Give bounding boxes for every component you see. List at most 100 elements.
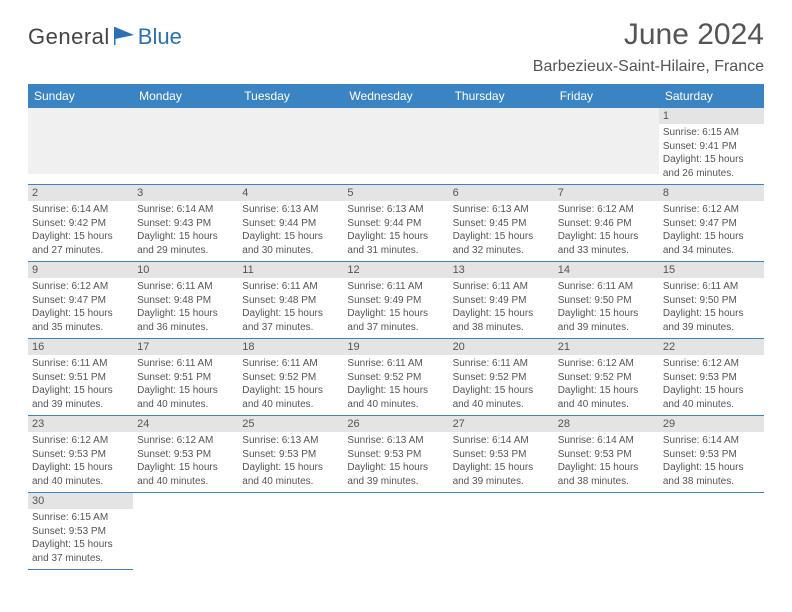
day-number: 11 [238,262,343,278]
day-number: 19 [343,339,448,355]
calendar-cell-empty [133,108,238,185]
day-number: 27 [449,416,554,432]
day-number: 25 [238,416,343,432]
calendar-cell: 24Sunrise: 6:12 AMSunset: 9:53 PMDayligh… [133,416,238,493]
day-details: Sunrise: 6:14 AMSunset: 9:53 PMDaylight:… [554,432,659,492]
logo-text-blue: Blue [138,24,182,50]
day-number: 4 [238,185,343,201]
day-number: 1 [659,108,764,124]
day-details: Sunrise: 6:14 AMSunset: 9:43 PMDaylight:… [133,201,238,261]
calendar-cell: 27Sunrise: 6:14 AMSunset: 9:53 PMDayligh… [449,416,554,493]
calendar-page: General Blue June 2024 Barbezieux-Saint-… [0,0,792,580]
weekday-header: Friday [554,84,659,108]
calendar-cell: 1Sunrise: 6:15 AMSunset: 9:41 PMDaylight… [659,108,764,185]
day-details: Sunrise: 6:14 AMSunset: 9:53 PMDaylight:… [659,432,764,492]
weekday-header: Tuesday [238,84,343,108]
day-details: Sunrise: 6:13 AMSunset: 9:44 PMDaylight:… [343,201,448,261]
day-number: 30 [28,493,133,509]
month-title: June 2024 [533,18,764,52]
calendar-cell-empty [28,108,133,185]
calendar-body: 1Sunrise: 6:15 AMSunset: 9:41 PMDaylight… [28,108,764,570]
calendar-cell: 8Sunrise: 6:12 AMSunset: 9:47 PMDaylight… [659,185,764,262]
calendar-cell-empty [449,108,554,185]
day-details: Sunrise: 6:14 AMSunset: 9:42 PMDaylight:… [28,201,133,261]
calendar-cell: 23Sunrise: 6:12 AMSunset: 9:53 PMDayligh… [28,416,133,493]
calendar-cell: 28Sunrise: 6:14 AMSunset: 9:53 PMDayligh… [554,416,659,493]
calendar-cell: 30Sunrise: 6:15 AMSunset: 9:53 PMDayligh… [28,493,133,570]
day-details: Sunrise: 6:11 AMSunset: 9:49 PMDaylight:… [343,278,448,338]
day-number: 13 [449,262,554,278]
calendar-cell: 19Sunrise: 6:11 AMSunset: 9:52 PMDayligh… [343,339,448,416]
day-number: 28 [554,416,659,432]
day-details: Sunrise: 6:12 AMSunset: 9:53 PMDaylight:… [659,355,764,415]
day-number: 8 [659,185,764,201]
calendar-cell: 20Sunrise: 6:11 AMSunset: 9:52 PMDayligh… [449,339,554,416]
day-number: 9 [28,262,133,278]
day-details: Sunrise: 6:11 AMSunset: 9:52 PMDaylight:… [238,355,343,415]
day-number: 24 [133,416,238,432]
day-details: Sunrise: 6:13 AMSunset: 9:53 PMDaylight:… [238,432,343,492]
weekday-header: Thursday [449,84,554,108]
title-block: June 2024 Barbezieux-Saint-Hilaire, Fran… [533,18,764,76]
calendar-cell: 5Sunrise: 6:13 AMSunset: 9:44 PMDaylight… [343,185,448,262]
calendar-cell: 22Sunrise: 6:12 AMSunset: 9:53 PMDayligh… [659,339,764,416]
day-details: Sunrise: 6:11 AMSunset: 9:51 PMDaylight:… [133,355,238,415]
day-number: 22 [659,339,764,355]
calendar-cell-empty [343,108,448,185]
calendar-cell-empty [238,108,343,185]
day-details: Sunrise: 6:14 AMSunset: 9:53 PMDaylight:… [449,432,554,492]
calendar-cell: 12Sunrise: 6:11 AMSunset: 9:49 PMDayligh… [343,262,448,339]
day-details: Sunrise: 6:13 AMSunset: 9:45 PMDaylight:… [449,201,554,261]
day-details: Sunrise: 6:12 AMSunset: 9:53 PMDaylight:… [28,432,133,492]
calendar-cell: 17Sunrise: 6:11 AMSunset: 9:51 PMDayligh… [133,339,238,416]
calendar-cell: 29Sunrise: 6:14 AMSunset: 9:53 PMDayligh… [659,416,764,493]
day-details: Sunrise: 6:12 AMSunset: 9:52 PMDaylight:… [554,355,659,415]
day-details: Sunrise: 6:12 AMSunset: 9:53 PMDaylight:… [133,432,238,492]
day-details: Sunrise: 6:12 AMSunset: 9:47 PMDaylight:… [28,278,133,338]
calendar-row: 9Sunrise: 6:12 AMSunset: 9:47 PMDaylight… [28,262,764,339]
day-number: 12 [343,262,448,278]
day-number: 16 [28,339,133,355]
calendar-cell: 13Sunrise: 6:11 AMSunset: 9:49 PMDayligh… [449,262,554,339]
day-details: Sunrise: 6:11 AMSunset: 9:48 PMDaylight:… [238,278,343,338]
day-number: 26 [343,416,448,432]
day-details: Sunrise: 6:11 AMSunset: 9:50 PMDaylight:… [659,278,764,338]
calendar-cell: 21Sunrise: 6:12 AMSunset: 9:52 PMDayligh… [554,339,659,416]
calendar-cell: 6Sunrise: 6:13 AMSunset: 9:45 PMDaylight… [449,185,554,262]
calendar-cell: 9Sunrise: 6:12 AMSunset: 9:47 PMDaylight… [28,262,133,339]
calendar-cell: 3Sunrise: 6:14 AMSunset: 9:43 PMDaylight… [133,185,238,262]
day-number: 21 [554,339,659,355]
calendar-cell: 4Sunrise: 6:13 AMSunset: 9:44 PMDaylight… [238,185,343,262]
weekday-header: Monday [133,84,238,108]
calendar-row: 30Sunrise: 6:15 AMSunset: 9:53 PMDayligh… [28,493,764,570]
weekday-header: Wednesday [343,84,448,108]
day-number: 7 [554,185,659,201]
day-details: Sunrise: 6:11 AMSunset: 9:51 PMDaylight:… [28,355,133,415]
weekday-header: Sunday [28,84,133,108]
day-details: Sunrise: 6:13 AMSunset: 9:53 PMDaylight:… [343,432,448,492]
calendar-cell-empty [133,493,238,570]
calendar-cell-empty [554,108,659,185]
day-details: Sunrise: 6:15 AMSunset: 9:41 PMDaylight:… [659,124,764,184]
weekday-header: Saturday [659,84,764,108]
calendar-cell: 25Sunrise: 6:13 AMSunset: 9:53 PMDayligh… [238,416,343,493]
calendar-cell-empty [343,493,448,570]
calendar-cell: 10Sunrise: 6:11 AMSunset: 9:48 PMDayligh… [133,262,238,339]
calendar-row: 16Sunrise: 6:11 AMSunset: 9:51 PMDayligh… [28,339,764,416]
day-number: 6 [449,185,554,201]
day-number: 17 [133,339,238,355]
calendar-row: 1Sunrise: 6:15 AMSunset: 9:41 PMDaylight… [28,108,764,185]
day-number: 2 [28,185,133,201]
day-details: Sunrise: 6:11 AMSunset: 9:52 PMDaylight:… [343,355,448,415]
day-details: Sunrise: 6:13 AMSunset: 9:44 PMDaylight:… [238,201,343,261]
calendar-table: Sunday Monday Tuesday Wednesday Thursday… [28,84,764,570]
day-details: Sunrise: 6:11 AMSunset: 9:49 PMDaylight:… [449,278,554,338]
day-details: Sunrise: 6:12 AMSunset: 9:47 PMDaylight:… [659,201,764,261]
day-details: Sunrise: 6:11 AMSunset: 9:50 PMDaylight:… [554,278,659,338]
calendar-cell: 18Sunrise: 6:11 AMSunset: 9:52 PMDayligh… [238,339,343,416]
logo-text-general: General [28,24,110,50]
calendar-row: 2Sunrise: 6:14 AMSunset: 9:42 PMDaylight… [28,185,764,262]
location-subtitle: Barbezieux-Saint-Hilaire, France [533,58,764,76]
calendar-cell: 15Sunrise: 6:11 AMSunset: 9:50 PMDayligh… [659,262,764,339]
calendar-cell: 14Sunrise: 6:11 AMSunset: 9:50 PMDayligh… [554,262,659,339]
